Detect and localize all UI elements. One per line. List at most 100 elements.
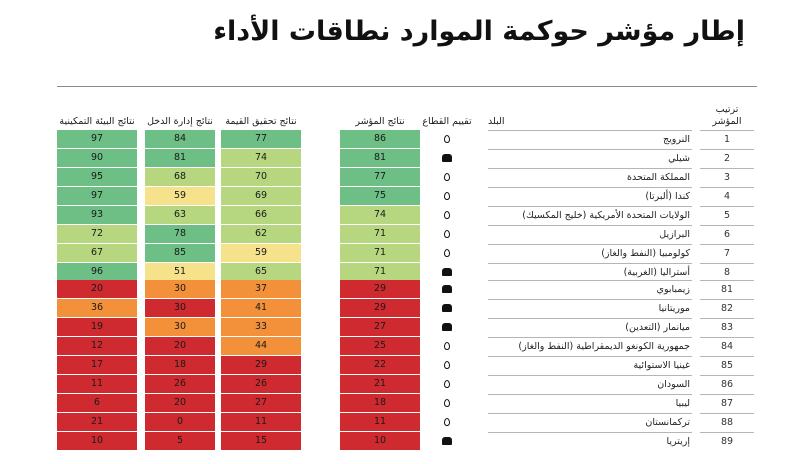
mine-cart-icon: [442, 437, 452, 445]
value-score: 41: [221, 299, 301, 317]
table-row: 5 الولايات المتحدة الأمريكية (خليج المكسي…: [0, 206, 807, 224]
enabling-score: 93: [57, 206, 137, 224]
value-score: 74: [221, 149, 301, 167]
sector-cell: [427, 318, 467, 336]
result-score: 29: [340, 299, 420, 317]
drop-icon: [444, 230, 450, 238]
revenue-score: 0: [145, 413, 215, 431]
country-cell: غينيا الاستوائية: [488, 356, 692, 373]
sector-cell: [427, 394, 467, 412]
revenue-score: 84: [145, 130, 215, 148]
rank-cell: 83: [700, 318, 754, 336]
table-row: 83 ميانمار (التعدين) 27 33 30 19: [0, 318, 807, 336]
revenue-score: 59: [145, 187, 215, 205]
enabling-score: 36: [57, 299, 137, 317]
table-row: 2 شيلي 81 74 81 90: [0, 149, 807, 167]
enabling-score: 96: [57, 263, 137, 281]
result-score: 25: [340, 337, 420, 355]
value-score: 77: [221, 130, 301, 148]
revenue-score: 20: [145, 394, 215, 412]
sector-cell: [427, 206, 467, 224]
revenue-score: 5: [145, 432, 215, 450]
drop-icon: [444, 173, 450, 181]
enabling-score: 21: [57, 413, 137, 431]
revenue-score: 20: [145, 337, 215, 355]
table-row: 6 البرازيل 71 62 78 72: [0, 225, 807, 243]
enabling-score: 6: [57, 394, 137, 412]
rank-cell: 82: [700, 299, 754, 317]
country-cell: أستراليا (الغربية): [488, 263, 692, 280]
country-cell: البرازيل: [488, 225, 692, 242]
result-score: 11: [340, 413, 420, 431]
header-enabling: نتائج البيئة التمكينية: [59, 116, 135, 127]
country-cell: شيلي: [488, 149, 692, 166]
page-title: إطار مؤشر حوكمة الموارد نطاقات الأداء: [213, 16, 745, 47]
mine-cart-icon: [442, 154, 452, 162]
drop-icon: [444, 135, 450, 143]
result-score: 71: [340, 244, 420, 262]
result-score: 21: [340, 375, 420, 393]
drop-icon: [444, 249, 450, 257]
result-score: 27: [340, 318, 420, 336]
result-score: 10: [340, 432, 420, 450]
rank-cell: 3: [700, 168, 754, 186]
country-cell: المملكة المتحدة: [488, 168, 692, 185]
enabling-score: 10: [57, 432, 137, 450]
country-cell: النرويج: [488, 130, 692, 147]
sector-cell: [427, 375, 467, 393]
value-score: 65: [221, 263, 301, 281]
value-score: 70: [221, 168, 301, 186]
rank-cell: 89: [700, 432, 754, 450]
table-row: 87 ليبيا 18 27 20 6: [0, 394, 807, 412]
header-value: نتائج تحقيق القيمة: [225, 116, 297, 127]
country-cell: زيمبابوي: [488, 280, 692, 297]
country-cell: كولومبيا (النفط والغاز): [488, 244, 692, 261]
revenue-score: 26: [145, 375, 215, 393]
table-row: 1 النرويج 86 77 84 97: [0, 130, 807, 148]
enabling-score: 95: [57, 168, 137, 186]
value-score: 69: [221, 187, 301, 205]
rank-cell: 5: [700, 206, 754, 224]
table-row: 89 إريتريا 10 15 5 10: [0, 432, 807, 450]
drop-icon: [444, 342, 450, 350]
table-row: 84 جمهورية الكونغو الديمقراطية (النفط وال…: [0, 337, 807, 355]
revenue-score: 68: [145, 168, 215, 186]
value-score: 26: [221, 375, 301, 393]
revenue-score: 78: [145, 225, 215, 243]
table-row: 8 أستراليا (الغربية) 71 65 51 96: [0, 263, 807, 281]
value-score: 66: [221, 206, 301, 224]
drop-icon: [444, 399, 450, 407]
country-cell: إريتريا: [488, 432, 692, 449]
sector-cell: [427, 225, 467, 243]
revenue-score: 85: [145, 244, 215, 262]
table-row: 82 موريتانيا 29 41 30 36: [0, 299, 807, 317]
country-cell: جمهورية الكونغو الديمقراطية (النفط والغا…: [488, 337, 692, 354]
country-cell: الولايات المتحدة الأمريكية (خليج المكسيك…: [488, 206, 692, 223]
enabling-score: 12: [57, 337, 137, 355]
sector-cell: [427, 356, 467, 374]
rank-cell: 2: [700, 149, 754, 167]
table-row: 81 زيمبابوي 29 37 30 20: [0, 280, 807, 298]
header-revenue: نتائج إدارة الدخل: [147, 116, 213, 127]
value-score: 27: [221, 394, 301, 412]
rank-cell: 81: [700, 280, 754, 298]
enabling-score: 97: [57, 130, 137, 148]
value-score: 33: [221, 318, 301, 336]
enabling-score: 67: [57, 244, 137, 262]
country-cell: تركمانستان: [488, 413, 692, 430]
header-country: البلد: [488, 116, 505, 127]
rank-cell: 88: [700, 413, 754, 431]
value-score: 44: [221, 337, 301, 355]
title-divider: [57, 86, 757, 87]
revenue-score: 30: [145, 299, 215, 317]
result-score: 86: [340, 130, 420, 148]
revenue-score: 30: [145, 280, 215, 298]
drop-icon: [444, 418, 450, 426]
rank-cell: 85: [700, 356, 754, 374]
result-score: 71: [340, 225, 420, 243]
table-row: 88 تركمانستان 11 11 0 21: [0, 413, 807, 431]
table-row: 7 كولومبيا (النفط والغاز) 71 59 85 67: [0, 244, 807, 262]
sector-cell: [427, 187, 467, 205]
country-cell: موريتانيا: [488, 299, 692, 316]
sector-cell: [427, 263, 467, 281]
